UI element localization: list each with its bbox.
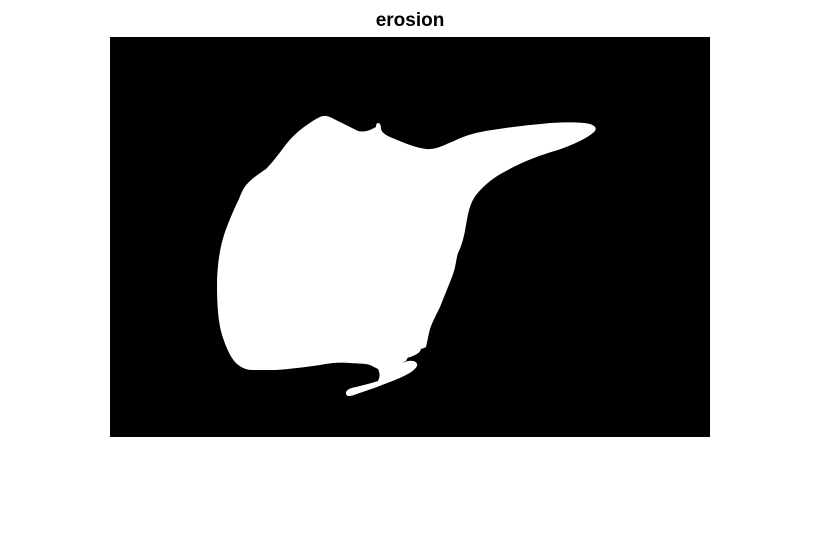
eroded-region-finger [346, 360, 418, 397]
figure-title: erosion [375, 10, 445, 31]
binary-image-axes [110, 37, 710, 437]
eroded-region-spur [398, 344, 421, 359]
eroded-region [217, 115, 596, 372]
